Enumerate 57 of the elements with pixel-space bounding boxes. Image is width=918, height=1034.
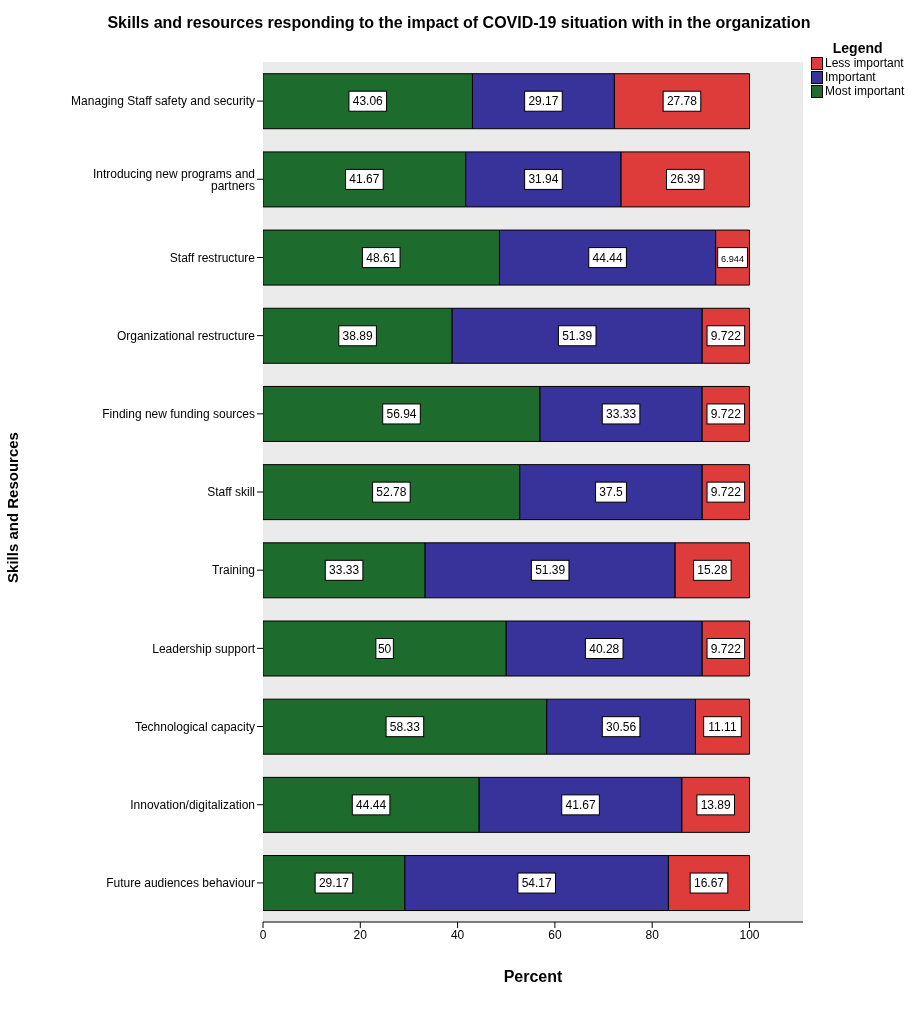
y-tick-label: Leadership support [152, 641, 256, 656]
data-label: 41.67 [349, 172, 380, 187]
data-label: 16.67 [693, 876, 725, 891]
x-tick-label: 100 [739, 927, 760, 942]
data-label: 30.56 [606, 719, 637, 734]
data-label: 31.94 [528, 172, 559, 187]
data-label: 13.89 [700, 797, 732, 812]
data-label: 27.78 [666, 94, 698, 109]
data-label: 48.61 [366, 250, 397, 265]
data-label: 9.722 [710, 328, 742, 343]
data-label: 9.722 [710, 641, 742, 656]
data-label: 6.944 [721, 253, 745, 264]
data-label: 15.28 [697, 563, 728, 578]
data-label: 11.11 [708, 719, 737, 734]
y-tick-label: Managing Staff safety and security [71, 94, 255, 109]
y-tick-label: Training [212, 563, 255, 578]
data-label: 29.17 [318, 876, 350, 891]
data-label: 43.06 [352, 94, 384, 109]
x-tick-label: 20 [353, 927, 368, 942]
y-tick-label: Innovation/digitalization [130, 797, 255, 812]
x-tick-label: 80 [645, 927, 660, 942]
data-label: 44.44 [356, 797, 387, 812]
y-tick-label: Finding new funding sources [102, 407, 255, 422]
data-label: 29.17 [528, 94, 559, 109]
legend-label: Less important [825, 56, 904, 70]
y-axis-title: Skills and Resources [3, 431, 21, 583]
data-label: 51.39 [562, 328, 593, 343]
data-label: 54.17 [521, 876, 553, 891]
y-tick-label: Staff skill [207, 485, 255, 500]
legend-label: Most important [825, 84, 905, 98]
x-tick-label: 0 [259, 927, 267, 942]
data-label: 52.78 [376, 485, 407, 500]
x-axis-title: Percent [503, 968, 564, 985]
y-tick-label: Introducing new programs and partners [92, 166, 255, 193]
legend-title: Legend [831, 40, 884, 56]
y-tick-label: Future audiences behaviour [106, 876, 255, 891]
data-label: 38.89 [342, 328, 373, 343]
data-label: 40.28 [589, 641, 620, 656]
legend-label: Important [825, 70, 876, 84]
data-label: 26.39 [670, 172, 701, 187]
data-label: 33.33 [606, 406, 637, 421]
x-tick-label: 40 [450, 927, 465, 942]
data-label: 56.94 [386, 406, 417, 421]
y-tick-label: Staff restructure [169, 250, 256, 265]
data-label: 51.39 [535, 563, 566, 578]
data-label: 33.33 [329, 563, 360, 578]
y-tick-label: Organizational restructure [116, 328, 256, 343]
data-label: 44.44 [592, 250, 623, 265]
data-label: 9.722 [710, 485, 742, 500]
data-label: 58.33 [389, 719, 421, 734]
data-label: 41.67 [565, 797, 596, 812]
data-label: 50 [377, 641, 392, 656]
data-label: 37.5 [599, 485, 623, 500]
x-tick-label: 60 [548, 927, 562, 942]
y-tick-label: Technological capacity [134, 719, 255, 734]
chart-title: Skills and resources responding to the impact of COVID-19 situation with in the organization [106, 13, 812, 32]
data-label: 9.722 [710, 406, 742, 421]
